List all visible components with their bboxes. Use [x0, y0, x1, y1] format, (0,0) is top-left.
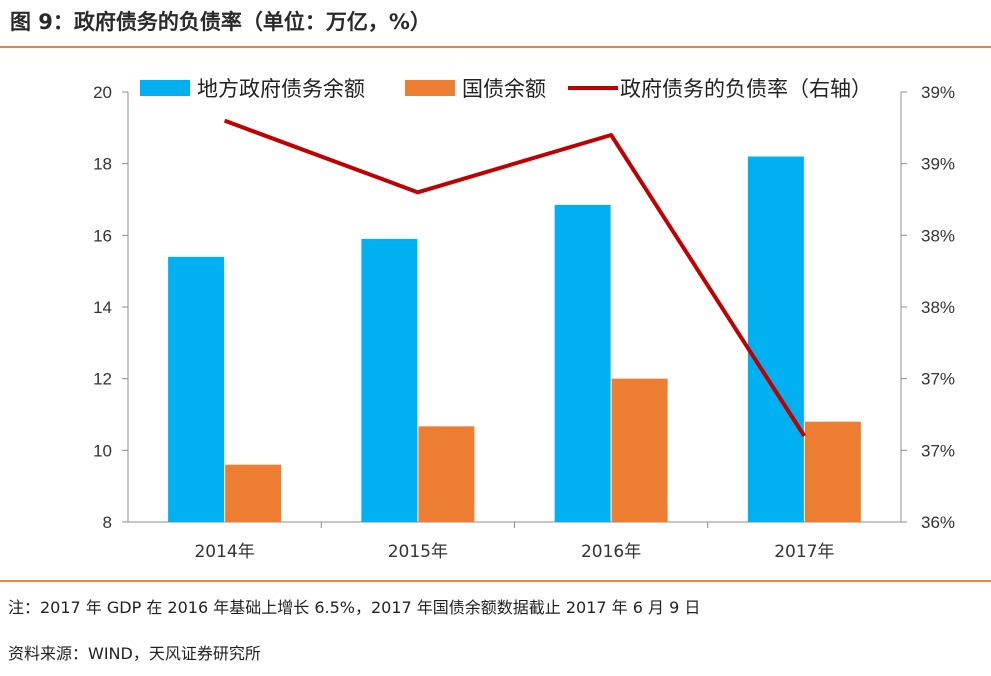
- left-tick-label: 20: [93, 83, 112, 102]
- bar-treasury: [611, 378, 668, 522]
- legend-swatch-treasury: [405, 80, 455, 96]
- bar-treasury: [225, 464, 282, 522]
- left-tick-label: 16: [93, 226, 112, 245]
- right-tick-label: 39%: [921, 83, 955, 102]
- right-tick-label: 38%: [921, 226, 955, 245]
- bar-local-debt: [747, 156, 804, 522]
- legend-label-local-debt: 地方政府债务余额: [197, 77, 365, 101]
- x-tick-label: 2016年: [581, 542, 641, 562]
- left-tick-label: 18: [93, 155, 112, 174]
- source-line: 资料来源：WIND，天风证券研究所: [8, 644, 261, 663]
- bars: [168, 156, 861, 522]
- chart-canvas: 8 10 12 14 16 18 20 36% 37% 37% 38% 38% 39% 39% 2014年 2…: [93, 77, 955, 562]
- legend-label-ratio: 政府债务的负债率（右轴）: [620, 77, 872, 101]
- footnote: 注：2017 年 GDP 在 2016 年基础上增长 6.5%，2017 年国债…: [8, 598, 701, 617]
- x-tick-label: 2017年: [774, 542, 834, 562]
- right-tick-label: 39%: [921, 155, 955, 174]
- right-tick-label: 36%: [921, 513, 955, 532]
- left-tick-label: 14: [93, 298, 112, 317]
- left-tick-label: 12: [93, 370, 112, 389]
- bar-treasury: [418, 426, 475, 522]
- right-tick-label: 38%: [921, 298, 955, 317]
- x-tick-label: 2015年: [388, 542, 448, 562]
- legend: 地方政府债务余额 国债余额 政府债务的负债率（右轴）: [140, 77, 872, 101]
- chart-title: 图 9：政府债务的负债率（单位：万亿，%）: [10, 10, 431, 34]
- top-divider: [0, 46, 991, 48]
- x-tick-label: 2014年: [194, 542, 254, 562]
- left-tick-label: 8: [103, 513, 112, 532]
- bottom-divider: [0, 580, 991, 582]
- legend-label-treasury: 国债余额: [462, 77, 546, 101]
- ratio-line-layer: [223, 118, 807, 438]
- legend-swatch-local-debt: [140, 80, 190, 96]
- bar-local-debt: [168, 256, 225, 522]
- bar-local-debt: [361, 238, 418, 522]
- right-tick-label: 37%: [921, 441, 955, 460]
- bar-local-debt: [554, 204, 611, 522]
- right-tick-label: 37%: [921, 370, 955, 389]
- left-tick-label: 10: [93, 441, 112, 460]
- ratio-line: [223, 118, 807, 438]
- bar-treasury: [804, 421, 861, 522]
